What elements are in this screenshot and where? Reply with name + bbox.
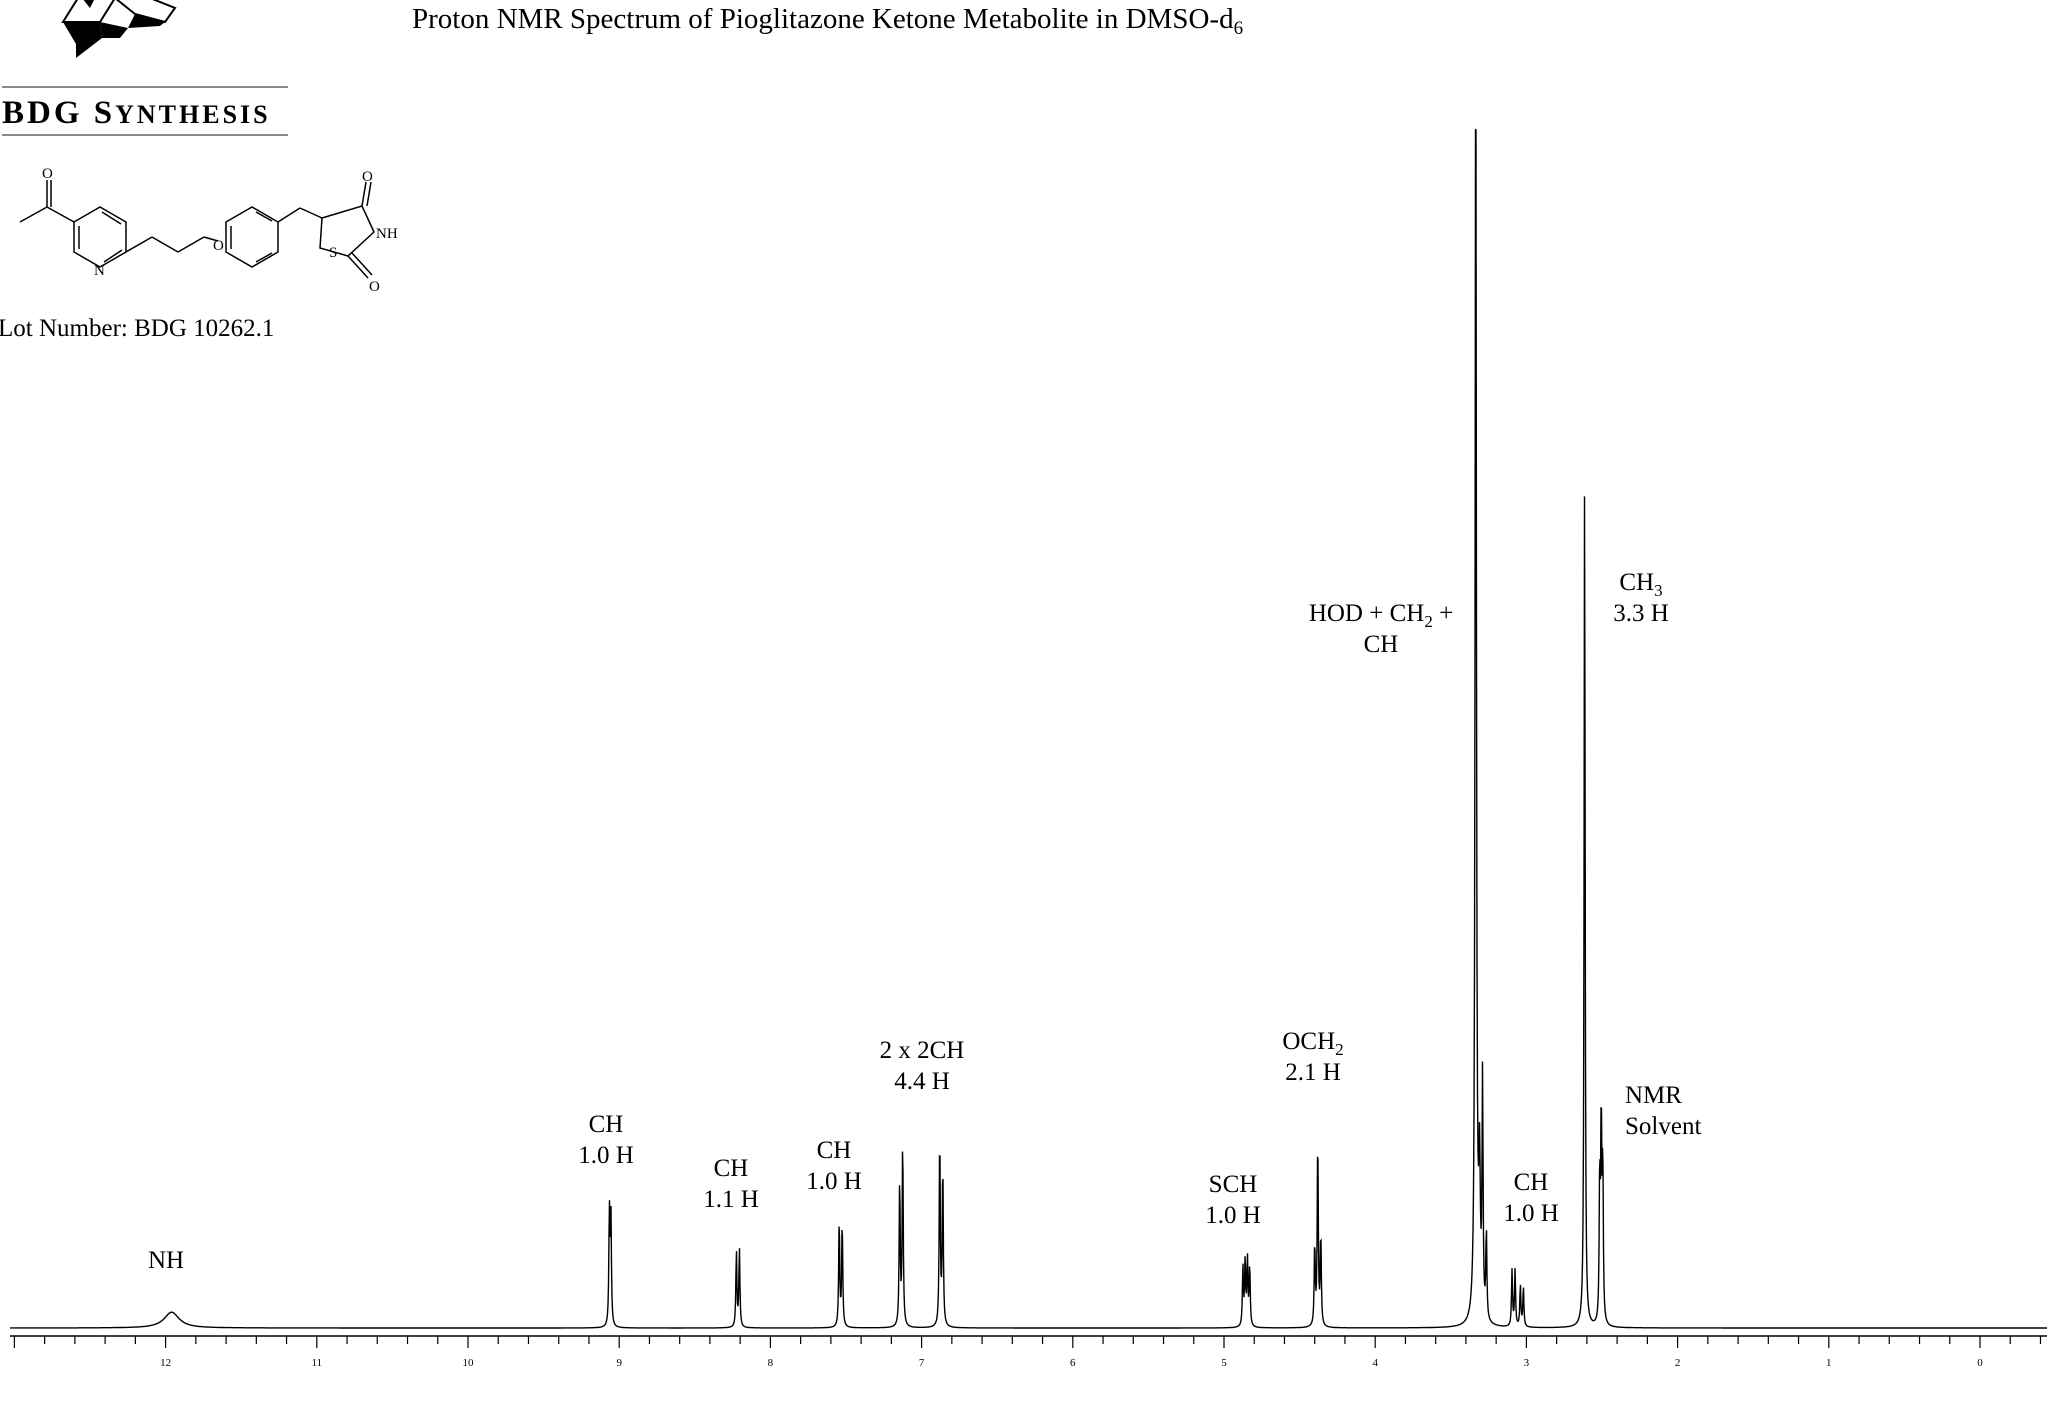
company-name-main: BDG S <box>2 95 115 131</box>
x-tick-label: 0 <box>1977 1357 1983 1369</box>
chart-title: Proton NMR Spectrum of Pioglitazone Keto… <box>412 3 1243 39</box>
peak-annotation: CH 1.0 H <box>578 1111 634 1169</box>
atom-label: S <box>329 245 337 261</box>
x-tick-label: 3 <box>1524 1357 1530 1369</box>
x-tick-label: 4 <box>1372 1357 1378 1369</box>
x-tick-label: 11 <box>312 1357 323 1369</box>
atom-label: N <box>94 263 105 279</box>
peak-annotation: CH 1.1 H <box>703 1155 759 1213</box>
atom-label: O <box>42 166 53 182</box>
chemical-structure <box>19 180 375 279</box>
x-tick-label: 10 <box>463 1357 475 1369</box>
x-tick-label: 9 <box>616 1357 622 1369</box>
peak-annotation: OCH2 2.1 H <box>1282 1028 1343 1086</box>
chart-title-subscript: 6 <box>1234 18 1244 39</box>
company-name: BDG SYNTHESIS <box>2 95 271 131</box>
x-axis: 12 11 10 9 8 7 6 5 4 3 2 1 0 <box>10 1335 2047 1369</box>
spectrum-trace <box>10 128 2047 1329</box>
peak-annotation: HOD + CH2 + CH <box>1309 600 1453 658</box>
peak-annotation: NH <box>148 1247 184 1274</box>
x-tick-label: 7 <box>919 1357 925 1369</box>
peak-annotations: NH CH 1.0 H CH 1.1 H CH 1.0 H 2 x 2CH 4.4 H SCH 1.… <box>148 569 1702 1274</box>
x-tick-label: 5 <box>1221 1357 1227 1369</box>
company-name-smallcaps: YNTHESIS <box>115 100 271 129</box>
structure-atom-labels: O N O S NH O O <box>42 166 398 295</box>
atom-label: O <box>362 169 373 185</box>
lot-number: Lot Number: BDG 10262.1 <box>0 315 274 342</box>
atom-label: NH <box>376 226 398 242</box>
x-tick-label: 8 <box>768 1357 774 1369</box>
chart-title-main: Proton NMR Spectrum of Pioglitazone Keto… <box>412 3 1234 35</box>
atom-label: O <box>213 238 224 254</box>
peak-annotation: CH 1.0 H <box>806 1137 862 1195</box>
peak-annotation: 2 x 2CH 4.4 H <box>880 1037 965 1095</box>
bdg-logo <box>61 0 177 58</box>
peak-annotation: SCH 1.0 H <box>1205 1171 1261 1229</box>
x-tick-label: 6 <box>1070 1357 1076 1369</box>
peak-annotation: NMR Solvent <box>1625 1082 1701 1140</box>
peak-annotation: CH3 3.3 H <box>1613 569 1669 627</box>
x-tick-label: 12 <box>160 1357 171 1369</box>
x-tick-label: 2 <box>1675 1357 1681 1369</box>
x-tick-label: 1 <box>1826 1357 1832 1369</box>
peak-annotation: CH 1.0 H <box>1503 1169 1559 1227</box>
atom-label: O <box>369 279 380 295</box>
